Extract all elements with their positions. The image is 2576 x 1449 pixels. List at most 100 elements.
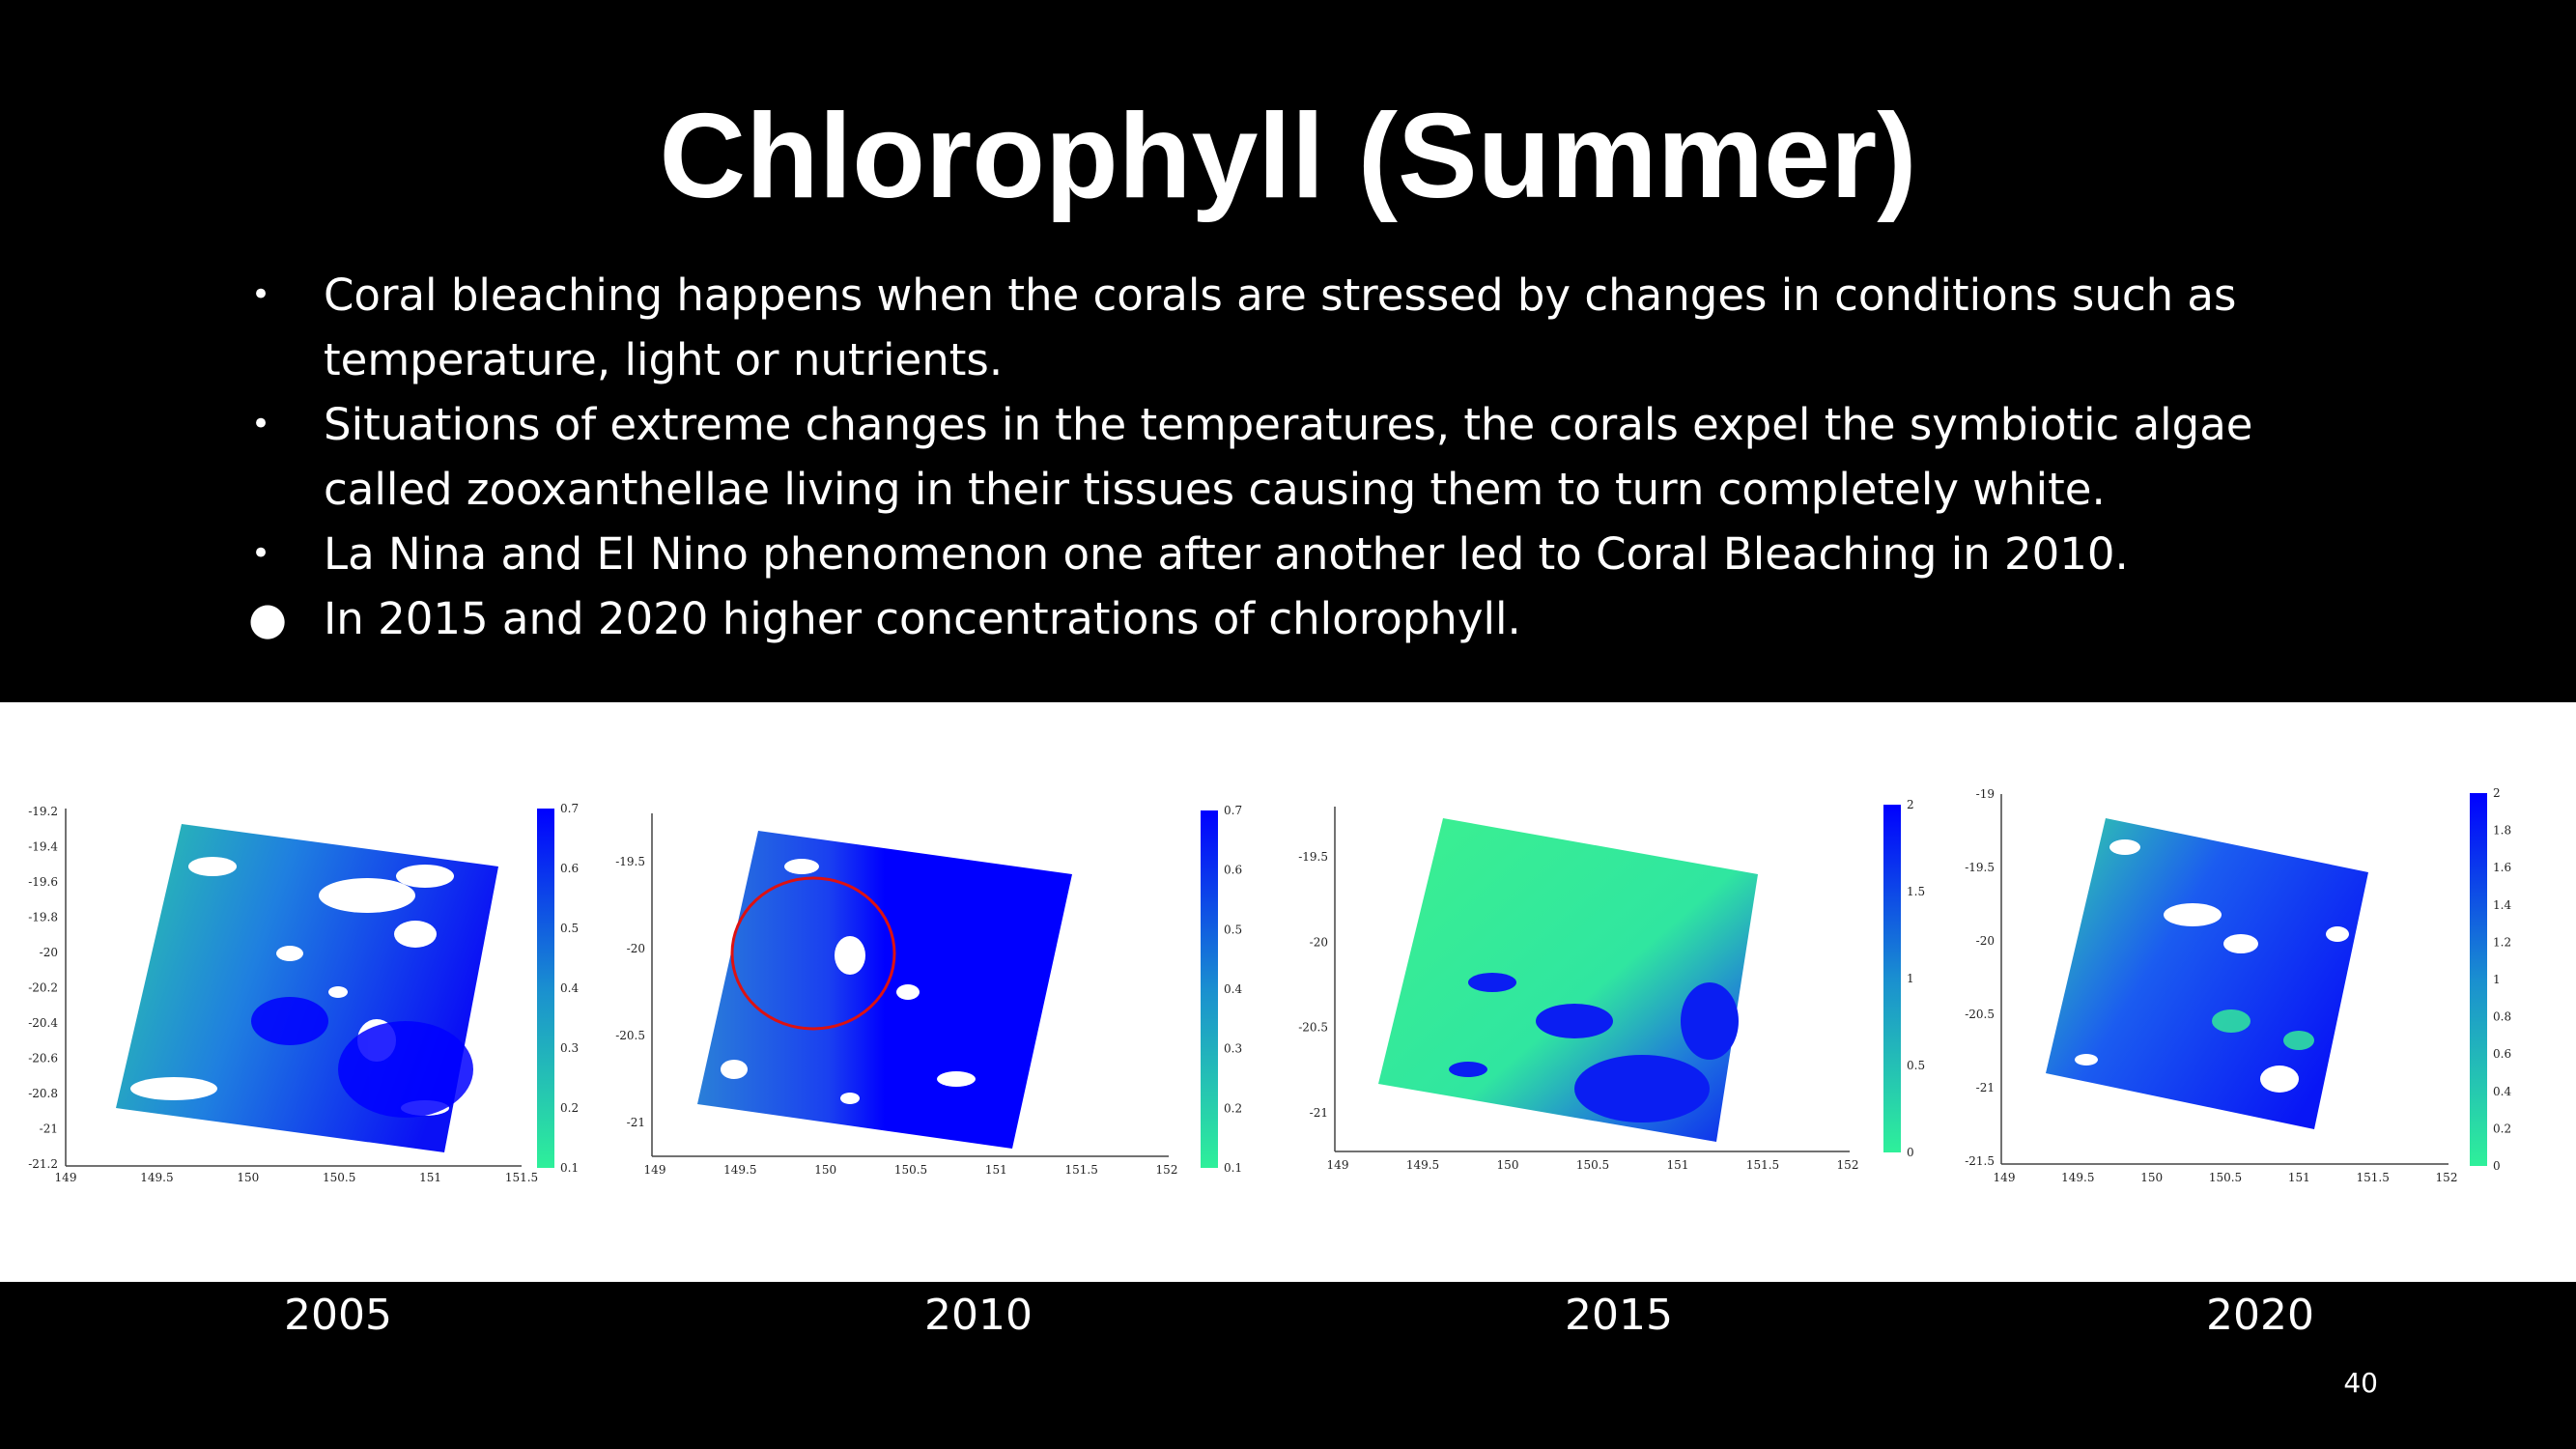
y-tick-label: -21 [1310,1106,1328,1120]
bullet-text: Coral bleaching happens when the corals … [324,270,2237,385]
x-tick-label: 150.5 [2209,1171,2242,1184]
y-tick-label: -20.5 [1298,1021,1328,1035]
colorbar-tick-label: 0 [2493,1159,2501,1173]
colorbar-tick-label: 1.6 [2493,861,2511,874]
bullet-text: Situations of extreme changes in the tem… [324,399,2253,515]
colorbar-tick-label: 0.3 [560,1041,579,1055]
colorbar-2010 [1201,810,1218,1168]
colorbar-tick-label: 0.8 [2493,1010,2511,1024]
page-number: 40 [2343,1367,2378,1399]
x-tick-label: 149.5 [2061,1171,2094,1184]
bullet-dot-icon: ● [248,592,288,644]
colorbar-tick-label: 0.5 [560,922,579,935]
slide-title: Chlorophyll (Summer) [659,90,1917,223]
colorbar-2005 [537,809,554,1168]
x-tick-label: 152 [2436,1171,2458,1184]
chlorophyll-maps: 0.7 0.6 0.5 0.4 0.3 0.2 0.1 149 149.5 150 150.5 15… [28,786,2511,1184]
colorbar-tick-label: 2 [1907,798,1914,811]
x-tick-label: 150.5 [1576,1158,1609,1172]
bullet-item: ● In 2015 and 2020 higher concentrations … [246,586,2275,651]
map-panel-2015: 2 1.5 1 0.5 0 149 149.5 150 150.5 151 151.5 152 -1… [1298,798,1925,1172]
bullet-dot-icon: • [251,534,271,573]
colorbar-tick-label: 1 [2493,973,2501,986]
year-label-2005: 2005 [284,1291,392,1340]
bullet-text: La Nina and El Nino phenomenon one after… [324,528,2129,580]
colorbar-tick-label: 0 [1907,1146,1914,1159]
colorbar-tick-label: 0.6 [1224,864,1242,877]
x-tick-label: 149 [644,1163,666,1177]
year-label-2010: 2010 [924,1291,1033,1340]
colorbar-tick-label: 0.3 [1224,1042,1242,1056]
x-tick-label: 149 [55,1171,77,1184]
y-tick-label: -19 [1976,787,1995,801]
bullet-item: • Situations of extreme changes in the te… [246,392,2275,522]
x-tick-label: 151.5 [1746,1158,1779,1172]
x-tick-label: 149 [1994,1171,2016,1184]
colorbar-tick-label: 2 [2493,786,2501,800]
colorbar-tick-label: 0.1 [1224,1161,1242,1175]
x-tick-label: 151.5 [1064,1163,1097,1177]
y-tick-label: -19.6 [28,875,58,889]
colorbar-tick-label: 0.6 [560,862,579,875]
y-tick-label: -21.5 [1965,1154,1995,1168]
x-tick-label: 150 [237,1171,259,1184]
colorbar-tick-label: 0.4 [560,981,579,995]
bullet-list: • Coral bleaching happens when the corals… [246,263,2275,651]
x-tick-label: 149 [1327,1158,1349,1172]
bullet-text: In 2015 and 2020 higher concentrations o… [324,593,1521,644]
colorbar-tick-label: 0.7 [1224,804,1242,817]
x-tick-label: 151.5 [505,1171,538,1184]
colorbar-tick-label: 0.2 [2493,1122,2511,1135]
y-tick-label: -19.2 [28,805,58,818]
high-chlorophyll-patches-2015 [1449,973,1739,1122]
x-tick-label: 152 [1156,1163,1178,1177]
y-tick-label: -19.5 [615,855,645,868]
year-label-2015: 2015 [1565,1291,1673,1340]
map-panel-2010: 0.7 0.6 0.5 0.4 0.3 0.2 0.1 149 149.5 150 150.5 15… [615,804,1242,1177]
x-tick-label: 152 [1837,1158,1859,1172]
x-tick-label: 151 [1667,1158,1689,1172]
x-tick-label: 149.5 [1406,1158,1439,1172]
colorbar-tick-label: 1.8 [2493,824,2511,838]
x-tick-label: 151.5 [2356,1171,2389,1184]
y-tick-label: -20.2 [28,981,58,995]
bleaching-highlight-circle [730,876,896,1031]
y-tick-label: -21 [627,1116,645,1129]
colorbar-tick-label: 1.5 [1907,885,1925,898]
satellite-swath-2020 [2046,818,2368,1129]
colorbar-2020 [2470,793,2487,1166]
y-tick-label: -20 [1310,935,1328,949]
bullet-item: • Coral bleaching happens when the corals… [246,263,2275,392]
bullet-item: • La Nina and El Nino phenomenon one afte… [246,522,2275,586]
y-tick-label: -20 [40,946,58,959]
x-tick-label: 150.5 [323,1171,355,1184]
colorbar-tick-label: 0.6 [2493,1047,2511,1061]
y-tick-label: -20.4 [28,1016,58,1030]
x-tick-label: 151 [985,1163,1007,1177]
colorbar-tick-label: 1 [1907,972,1914,985]
x-tick-label: 151 [419,1171,441,1184]
bullet-dot-icon: • [251,405,271,443]
colorbar-tick-label: 0.7 [560,802,579,815]
figure-band: 0.7 0.6 0.5 0.4 0.3 0.2 0.1 149 149.5 150 150.5 15… [0,702,2576,1282]
y-tick-label: -19.5 [1298,850,1328,864]
y-tick-label: -20 [1976,934,1995,948]
colorbar-tick-label: 0.5 [1224,923,1242,936]
colorbar-tick-label: 0.4 [2493,1085,2511,1098]
y-tick-label: -19.8 [28,911,58,924]
y-tick-label: -21.2 [28,1157,58,1171]
y-tick-label: -20.5 [1965,1008,1995,1021]
y-tick-label: -20.6 [28,1052,58,1065]
x-tick-label: 151 [2288,1171,2310,1184]
colorbar-tick-label: 0.1 [560,1161,579,1175]
map-panel-2005: 0.7 0.6 0.5 0.4 0.3 0.2 0.1 149 149.5 150 150.5 15… [28,802,579,1184]
x-tick-label: 150 [2140,1171,2163,1184]
x-tick-label: 150.5 [894,1163,927,1177]
x-tick-label: 150 [814,1163,836,1177]
bullet-dot-icon: • [251,275,271,314]
y-tick-label: -21 [40,1122,58,1136]
y-tick-label: -19.5 [1965,861,1995,874]
x-tick-label: 149.5 [723,1163,756,1177]
x-tick-label: 149.5 [140,1171,173,1184]
cloud-cover-2020 [2075,839,2349,1093]
